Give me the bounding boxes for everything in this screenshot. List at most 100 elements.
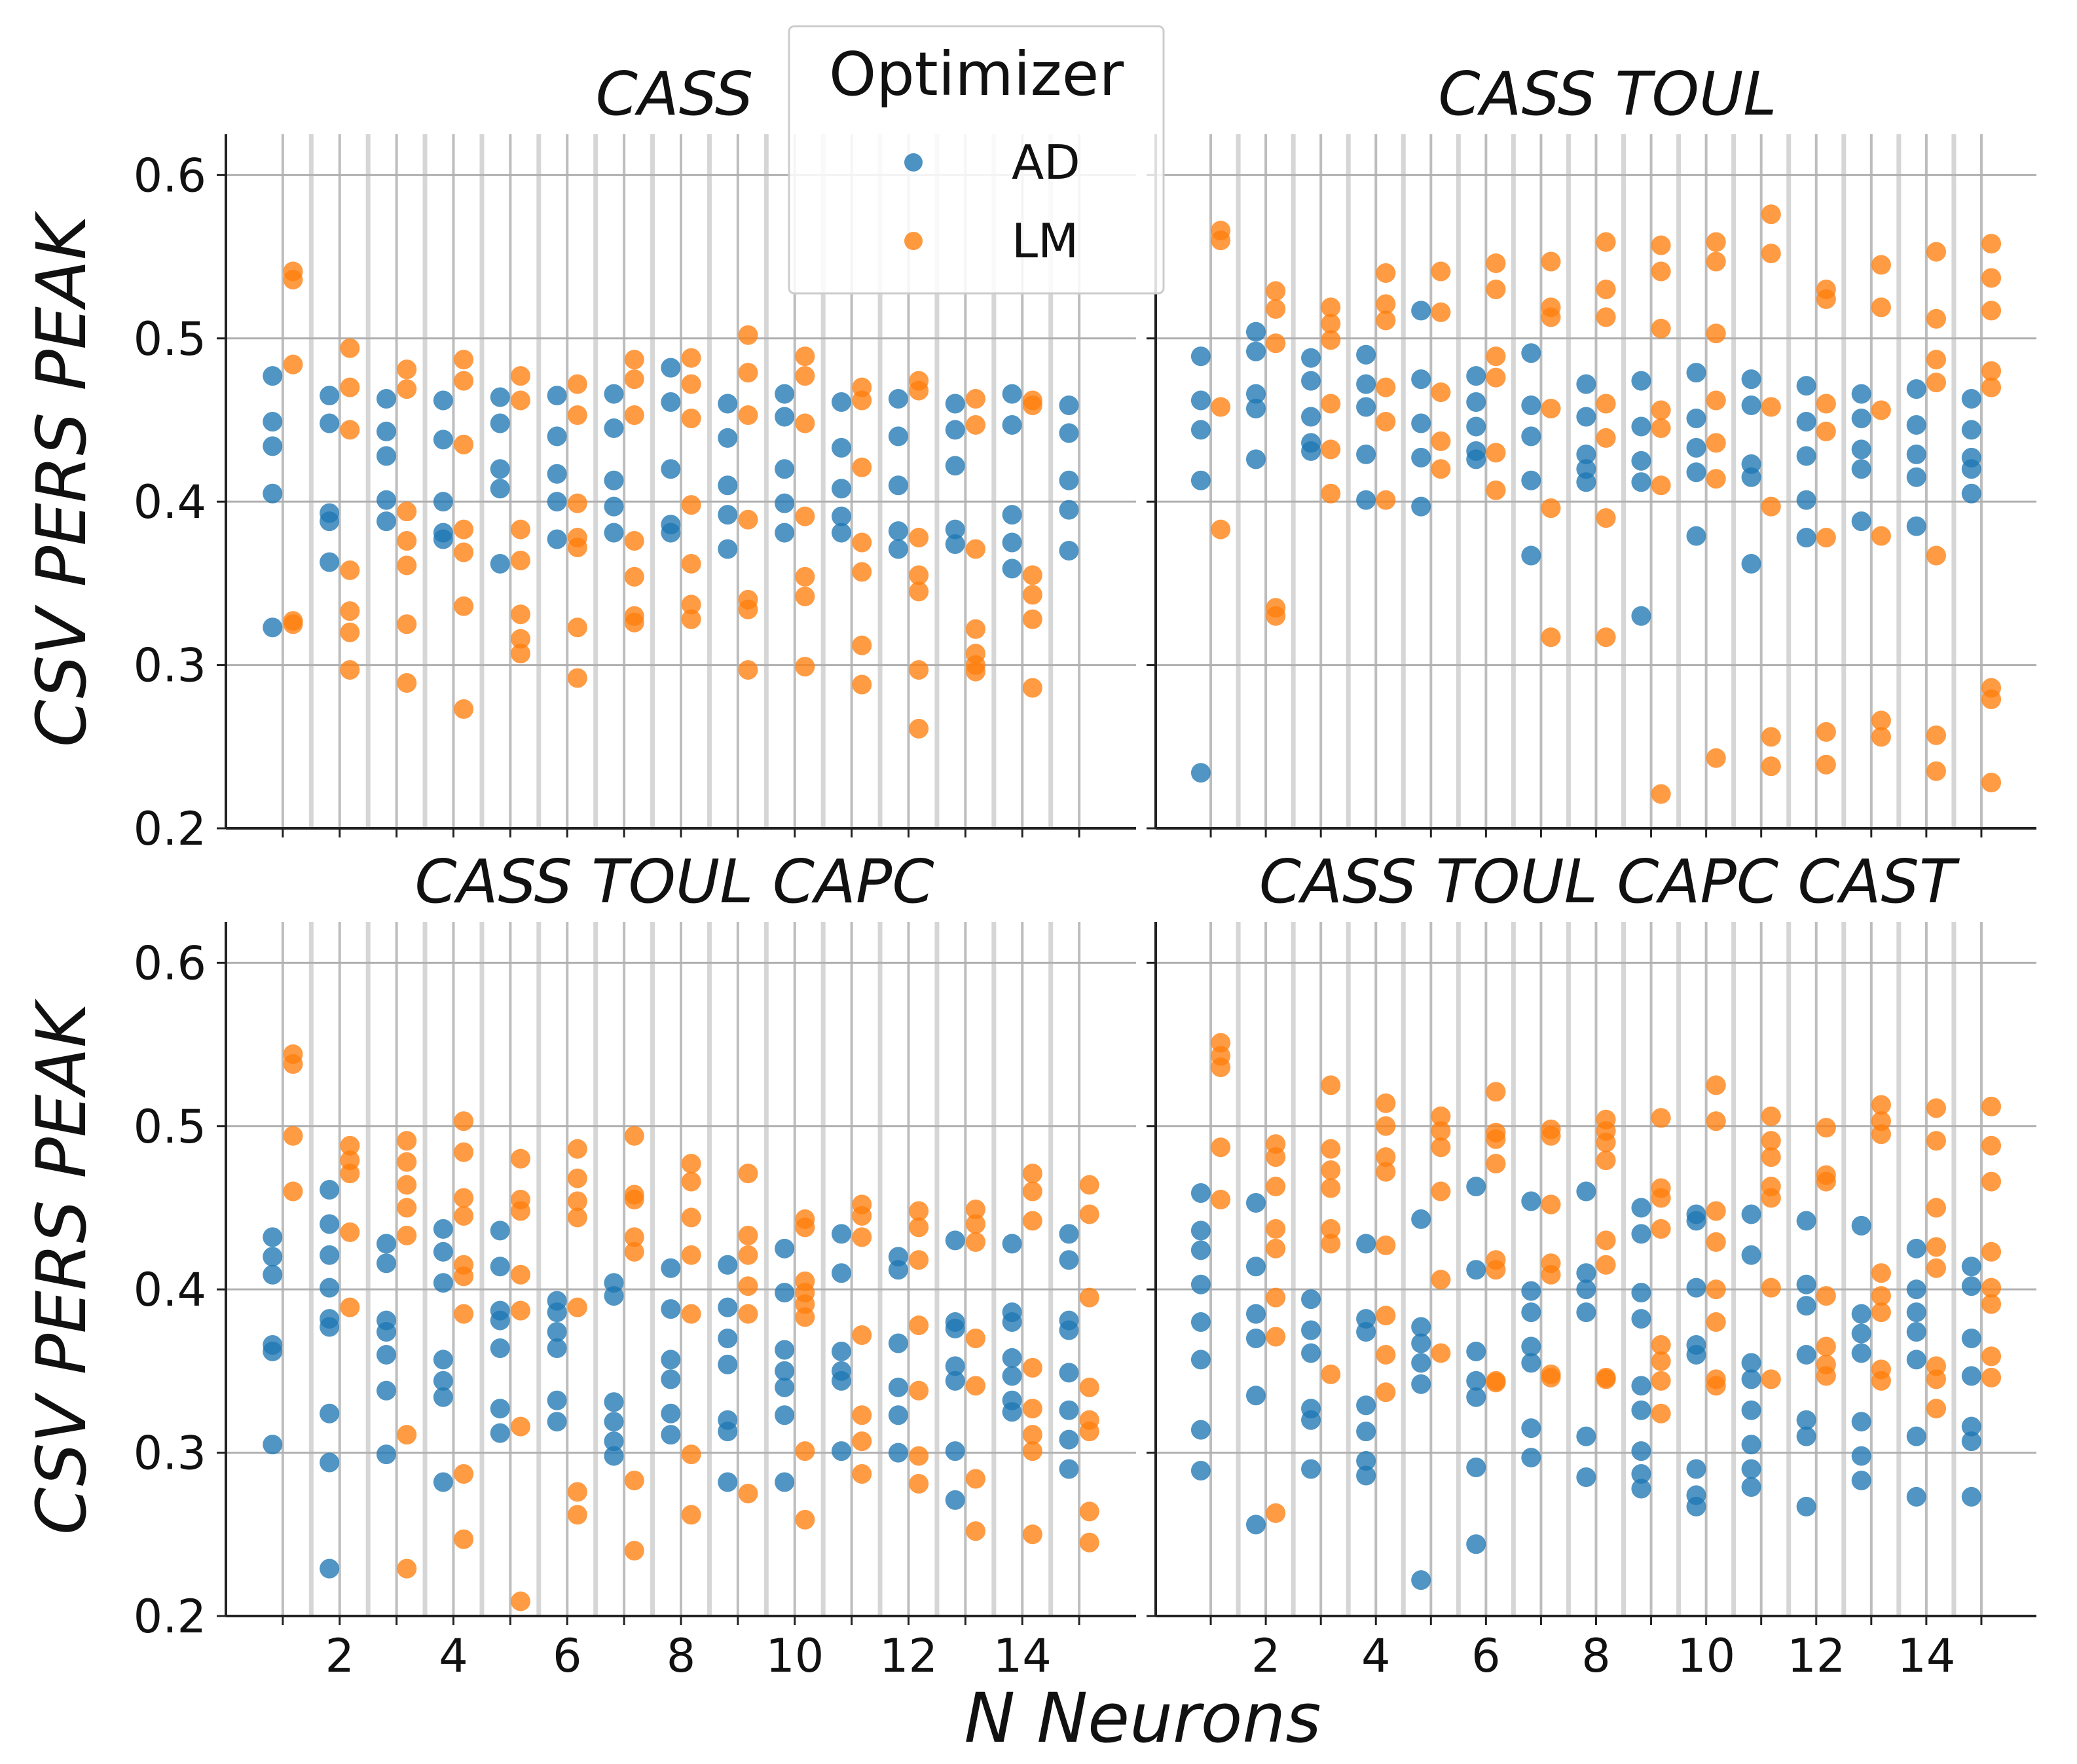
- data-point-ad: [1190, 1274, 1211, 1295]
- data-point-ad: [547, 1412, 567, 1432]
- series-lm: [283, 261, 1042, 739]
- data-point-lm: [1871, 526, 1891, 546]
- data-point-lm: [511, 1201, 531, 1221]
- data-point-lm: [397, 1558, 417, 1579]
- x-tick-label: 10: [1677, 1629, 1735, 1683]
- data-point-ad: [945, 1319, 965, 1339]
- data-point-lm: [283, 614, 303, 634]
- data-point-lm: [454, 542, 474, 562]
- data-point-ad: [945, 519, 965, 540]
- data-point-ad: [1521, 1281, 1541, 1301]
- data-point-lm: [397, 1425, 417, 1445]
- data-point-ad: [1356, 397, 1376, 417]
- data-point-lm: [852, 457, 872, 477]
- series-ad: [1190, 301, 1981, 783]
- data-point-lm: [567, 1191, 587, 1211]
- data-point-ad: [547, 1322, 567, 1342]
- data-point-lm: [1761, 727, 1781, 747]
- data-point-ad: [1466, 1341, 1486, 1361]
- data-point-ad: [1631, 1198, 1651, 1218]
- data-point-lm: [397, 614, 417, 634]
- data-point-ad: [263, 1247, 283, 1267]
- data-point-ad: [1961, 1416, 1981, 1437]
- data-point-lm: [1761, 1277, 1781, 1298]
- data-point-ad: [490, 1221, 510, 1241]
- data-point-ad: [320, 1277, 340, 1298]
- data-point-ad: [1631, 371, 1651, 391]
- data-point-lm: [681, 408, 701, 428]
- legend-title: Optimizer: [829, 39, 1124, 109]
- data-point-ad: [718, 394, 738, 414]
- data-point-lm: [1541, 1126, 1561, 1146]
- data-point-ad: [433, 1241, 453, 1262]
- x-tick-label: 2: [1251, 1629, 1281, 1683]
- data-point-lm: [1706, 323, 1726, 344]
- data-point-ad: [1576, 1302, 1596, 1323]
- data-point-lm: [1022, 565, 1042, 585]
- data-point-ad: [1521, 395, 1541, 416]
- data-point-ad: [490, 1310, 510, 1331]
- data-point-lm: [1266, 1287, 1286, 1308]
- data-point-lm: [340, 1222, 360, 1242]
- data-point-lm: [283, 269, 303, 289]
- series-lm: [283, 1044, 1099, 1611]
- data-point-lm: [795, 346, 815, 367]
- data-point-lm: [1706, 1201, 1726, 1221]
- data-point-ad: [1576, 407, 1596, 427]
- data-point-ad: [604, 1392, 624, 1412]
- data-point-lm: [852, 674, 872, 695]
- data-point-ad: [547, 1390, 567, 1410]
- data-point-lm: [909, 1446, 929, 1466]
- data-point-lm: [795, 1441, 815, 1461]
- data-point-ad: [433, 1219, 453, 1239]
- y-tick-label: 0.6: [134, 936, 206, 990]
- data-point-ad: [490, 1338, 510, 1358]
- data-point-ad: [661, 358, 681, 378]
- data-point-ad: [1466, 1177, 1486, 1197]
- data-point-ad: [1059, 541, 1079, 560]
- data-point-lm: [1761, 397, 1781, 417]
- data-point-lm: [681, 1444, 701, 1465]
- data-point-ad: [1851, 1343, 1871, 1363]
- data-point-ad: [320, 413, 340, 433]
- data-point-lm: [1926, 350, 1947, 370]
- data-point-ad: [661, 1299, 681, 1319]
- data-point-ad: [320, 1403, 340, 1424]
- data-point-ad: [1002, 505, 1022, 525]
- data-point-lm: [567, 1207, 587, 1228]
- data-point-lm: [1596, 307, 1616, 327]
- data-point-lm: [1431, 382, 1451, 403]
- data-point-lm: [1761, 1188, 1781, 1208]
- data-point-ad: [547, 492, 567, 512]
- data-point-lm: [1079, 1204, 1099, 1224]
- data-point-ad: [376, 1344, 396, 1365]
- data-point-lm: [966, 1329, 986, 1348]
- data-point-ad: [1521, 470, 1541, 490]
- data-point-ad: [1002, 1234, 1022, 1254]
- data-point-ad: [1059, 1250, 1079, 1270]
- data-point-lm: [340, 560, 360, 580]
- data-point-lm: [1079, 1532, 1099, 1553]
- data-point-ad: [376, 1322, 396, 1342]
- data-point-ad: [775, 1472, 795, 1492]
- data-point-lm: [1596, 1150, 1616, 1171]
- data-point-lm: [1981, 773, 2002, 793]
- data-point-ad: [831, 506, 851, 526]
- data-point-lm: [1651, 1108, 1671, 1128]
- data-point-ad: [490, 553, 510, 574]
- data-point-lm: [1981, 689, 2002, 709]
- data-point-ad: [1002, 1312, 1022, 1332]
- data-point-lm: [1816, 1286, 1836, 1306]
- data-point-lm: [624, 531, 644, 551]
- data-point-lm: [681, 1505, 701, 1525]
- data-point-lm: [1926, 1258, 1947, 1278]
- data-point-lm: [909, 1201, 929, 1221]
- data-point-lm: [340, 338, 360, 358]
- data-point-ad: [1576, 1263, 1596, 1283]
- data-point-lm: [966, 661, 986, 682]
- data-point-ad: [1686, 408, 1706, 428]
- data-point-lm: [283, 1126, 303, 1146]
- data-point-ad: [376, 1380, 396, 1401]
- data-point-lm: [795, 366, 815, 386]
- data-point-ad: [490, 387, 510, 407]
